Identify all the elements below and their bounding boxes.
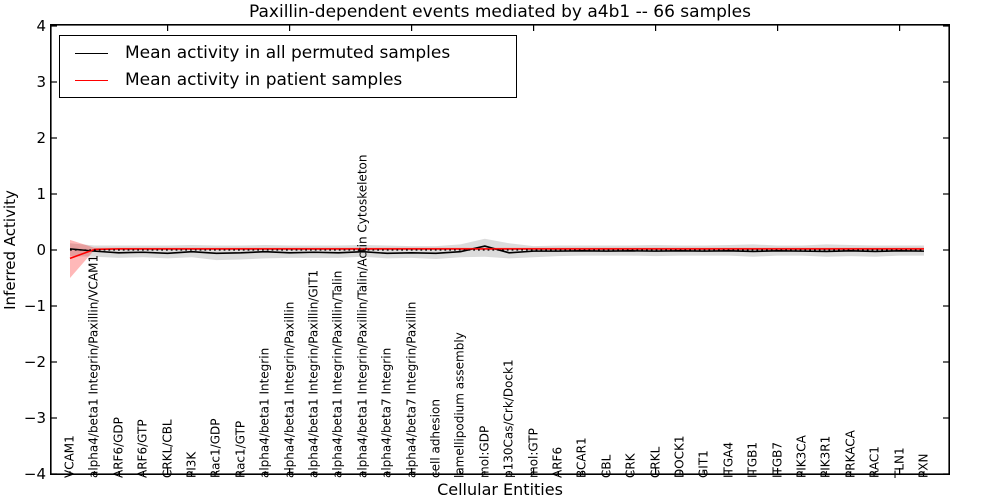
x-tick-label: alpha4/beta1 Integrin — [257, 347, 272, 478]
x-tick-label: Rac1/GDP — [208, 418, 223, 478]
y-tick-label: −2 — [23, 353, 46, 371]
y-tick-label: −3 — [23, 409, 46, 427]
x-tick-label: DOCK1 — [672, 435, 687, 478]
x-tick-label: RAC1 — [867, 446, 882, 478]
x-tick-label: CRK — [623, 453, 638, 478]
x-tick-label: p130Cas/Crk/Dock1 — [501, 359, 516, 478]
legend-entry-patient: Mean activity in patient samples — [75, 70, 516, 90]
x-axis-label: Cellular Entities — [437, 480, 563, 499]
x-tick-label: ARF6 — [550, 446, 565, 478]
x-tick-label: PXN — [916, 453, 931, 478]
legend-entry-permuted: Mean activity in all permuted samples — [75, 43, 516, 63]
x-tick-label: mol:GDP — [477, 425, 492, 478]
x-tick-label: CRKL — [648, 446, 663, 478]
x-tick-label: PRKACA — [843, 430, 858, 478]
x-tick-label: mol:GTP — [526, 428, 541, 478]
x-tick-label: VCAM1 — [62, 435, 77, 478]
x-tick-label: alpha4/beta1 Integrin/Paxillin/Talin/Act… — [355, 154, 370, 478]
patient-line-swatch — [75, 79, 108, 81]
x-tick-label: ITGB1 — [745, 441, 760, 478]
x-tick-label: alpha4/beta1 Integrin/Paxillin/VCAM1 — [86, 254, 101, 478]
permuted-line-swatch — [75, 52, 108, 54]
plot-area — [50, 24, 950, 475]
x-tick-label: ITGA4 — [721, 441, 736, 478]
x-tick-label: alpha4/beta1 Integrin/Paxillin/GIT1 — [306, 269, 321, 478]
chart-title: Paxillin-dependent events mediated by a4… — [249, 2, 751, 22]
y-tick-label: 4 — [36, 17, 46, 35]
y-tick-label: 0 — [36, 241, 46, 259]
x-tick-label: PI3K — [184, 451, 199, 478]
x-tick-label: cell adhesion — [428, 399, 443, 478]
x-tick-label: PIK3R1 — [818, 435, 833, 478]
x-tick-label: Rac1/GTP — [233, 420, 248, 478]
x-tick-label: CRKL/CBL — [160, 419, 175, 478]
y-tick-label: 3 — [36, 73, 46, 91]
legend-label-permuted: Mean activity in all permuted samples — [125, 43, 451, 63]
x-tick-label: TLN1 — [892, 447, 907, 478]
x-tick-label: ARF6/GTP — [135, 419, 150, 478]
y-tick-label: −4 — [23, 465, 46, 483]
x-tick-label: alpha4/beta7 Integrin/Paxillin — [404, 301, 419, 478]
legend-label-patient: Mean activity in patient samples — [125, 70, 403, 90]
x-tick-label: alpha4/beta7 Integrin — [379, 347, 394, 478]
x-tick-label: alpha4/beta1 Integrin/Paxillin — [282, 301, 297, 478]
patient-mean-line — [69, 248, 924, 260]
legend: Mean activity in all permuted samples Me… — [59, 35, 517, 98]
x-tick-label: CBL — [599, 454, 614, 478]
x-tick-label: ITGB7 — [770, 441, 785, 478]
x-tick-label: ARF6/GDP — [111, 417, 126, 478]
x-tick-label: BCAR1 — [574, 437, 589, 478]
y-tick-label: −1 — [23, 297, 46, 315]
x-tick-label: GIT1 — [696, 450, 711, 478]
axes-frame — [50, 24, 950, 475]
x-tick-label: PIK3CA — [794, 435, 809, 478]
y-tick-label: 2 — [36, 129, 46, 147]
x-tick-label: alpha4/beta1 Integrin/Paxillin/Talin — [330, 270, 345, 478]
y-tick-label: 1 — [36, 185, 46, 203]
x-tick-label: lamellipodium assembly — [452, 332, 467, 478]
